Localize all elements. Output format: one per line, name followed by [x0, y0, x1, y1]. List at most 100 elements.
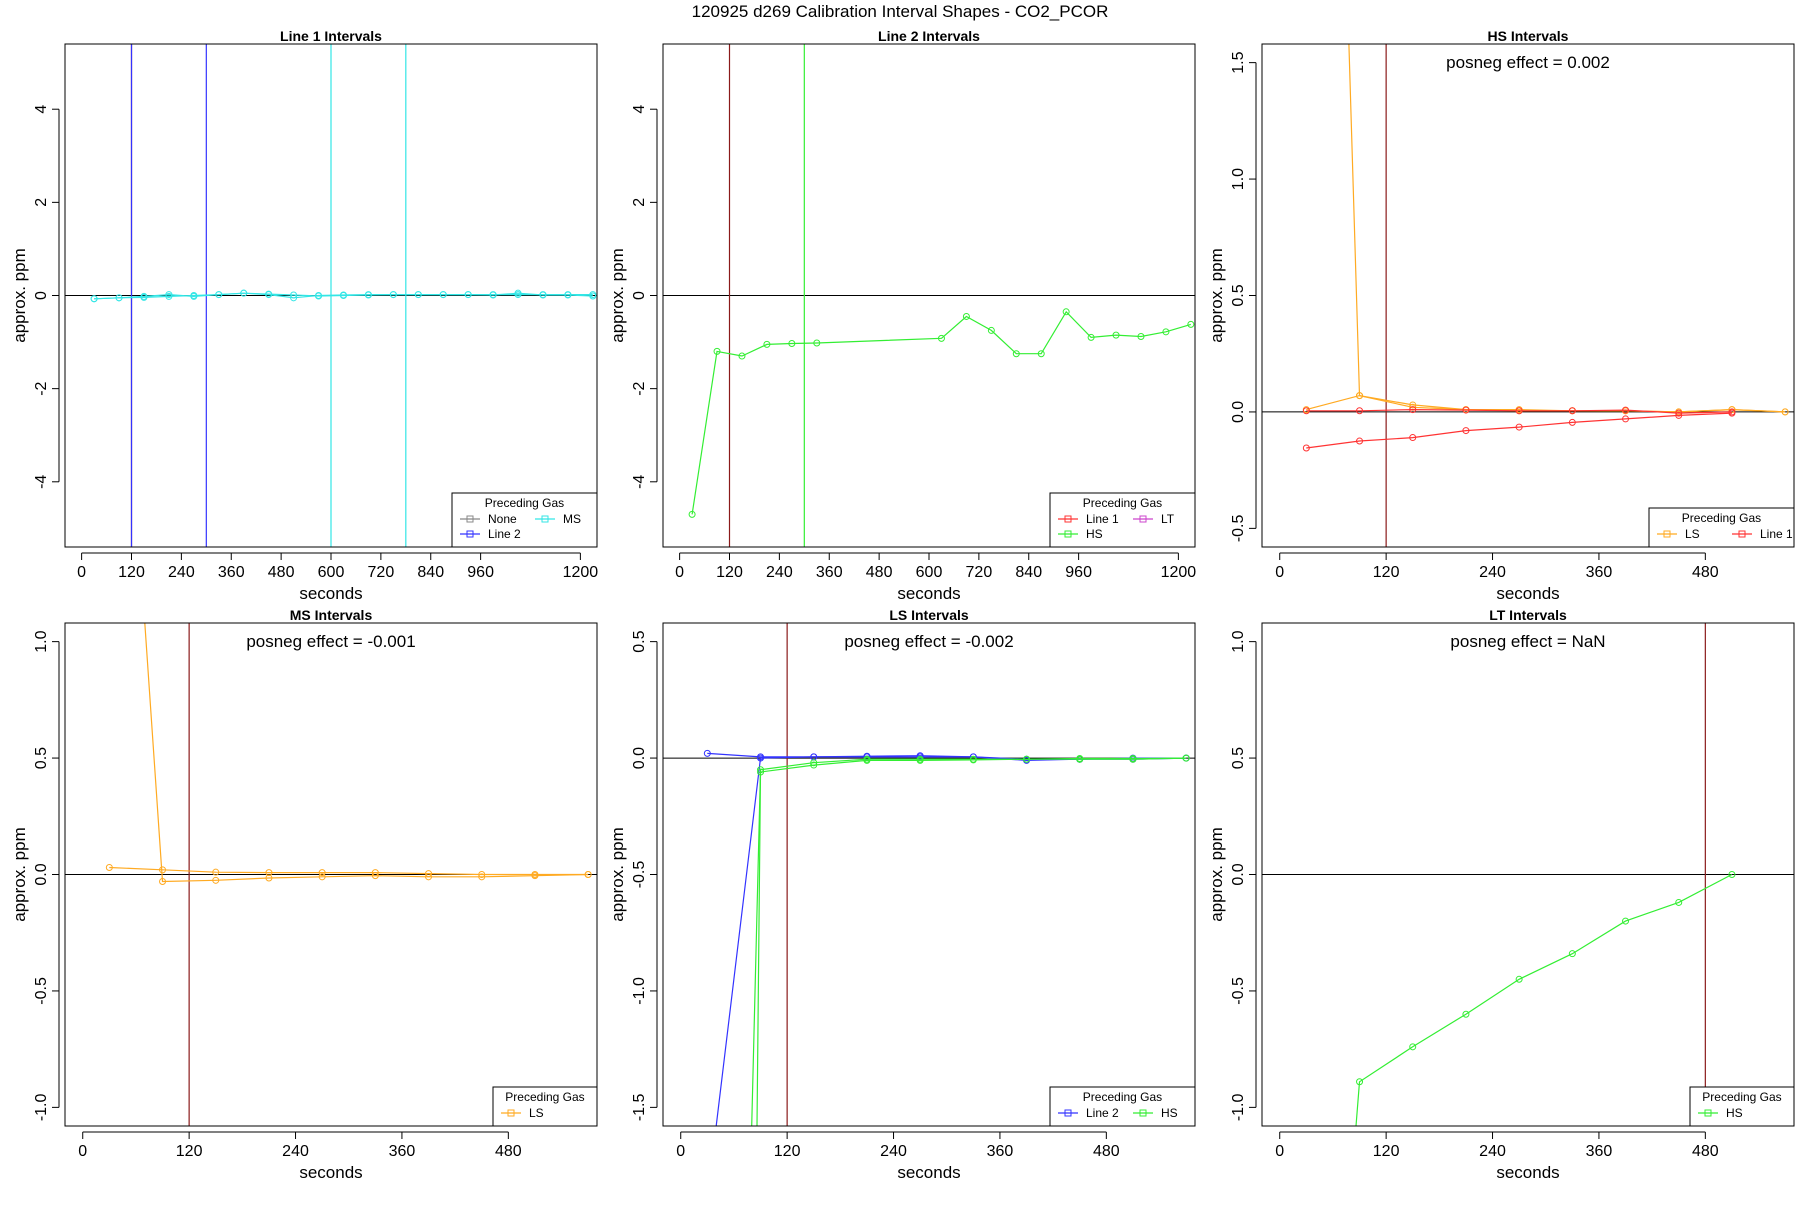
legend-item-hs: HS	[1698, 1106, 1743, 1120]
x-tick-label: 600	[916, 564, 943, 581]
legend-item-line-1: Line 1	[1732, 527, 1793, 541]
data-point	[115, 294, 123, 302]
data-point	[240, 289, 248, 297]
data-point	[757, 754, 765, 762]
data-point	[1302, 407, 1310, 415]
data-point	[315, 292, 323, 299]
y-tick-label: -1.0	[33, 1093, 50, 1121]
data-point	[478, 871, 486, 878]
x-tick-label: 360	[1586, 564, 1613, 581]
legend-item-hs: HS	[1058, 527, 1103, 541]
series-line-1	[1302, 406, 1736, 417]
legend-title: Preceding Gas	[485, 496, 564, 510]
legend-box	[1049, 492, 1196, 548]
y-axis-label: approx. ppm	[1207, 248, 1226, 343]
data-point	[265, 874, 273, 882]
data-point	[439, 291, 447, 299]
legend-swatch-square	[1738, 530, 1746, 538]
y-axis-label: approx. ppm	[608, 248, 627, 343]
posneg-annotation: posneg effect = -0.002	[844, 632, 1013, 651]
data-point	[969, 756, 977, 764]
data-point	[1087, 333, 1095, 341]
data-point	[1568, 418, 1576, 426]
legend-label: MS	[563, 512, 581, 526]
x-tick-label: 480	[268, 564, 295, 581]
x-tick-label: 720	[966, 564, 993, 581]
x-axis: 0 120 240 360 480 600 720 840 960 1200	[77, 552, 599, 581]
data-point	[1409, 403, 1417, 411]
data-point	[1356, 407, 1364, 415]
legend-swatch-square	[1704, 1109, 1712, 1117]
y-tick-label: -2	[33, 381, 50, 395]
panel-lt-intervals: LT Intervals 0 120 240 360 480 seconds -1.0 -0.5…	[1207, 607, 1795, 1182]
x-tick-label: 120	[1373, 564, 1400, 581]
legend-box	[1689, 1086, 1795, 1127]
x-tick-label: 960	[467, 564, 494, 581]
data-point	[1076, 755, 1084, 763]
series-line	[691, 310, 1191, 515]
y-axis: -0.5 0.0 0.5 1.0 1.5	[1230, 51, 1257, 542]
legend-item-hs: HS	[1133, 1106, 1178, 1120]
legend-item-line-1: Line 1	[1058, 512, 1119, 526]
series-ls	[1348, 44, 1789, 416]
x-tick-label: 480	[1093, 1143, 1120, 1160]
data-point	[757, 768, 765, 776]
data-point	[1462, 1010, 1470, 1018]
x-tick-label: 0	[675, 564, 684, 581]
x-tick-label: 240	[1479, 1143, 1506, 1160]
data-point	[190, 292, 198, 300]
y-tick-label: -0.5	[33, 977, 50, 1005]
data-point	[1675, 898, 1683, 906]
y-axis-label: approx. ppm	[1207, 827, 1226, 922]
data-point	[937, 334, 945, 342]
x-tick-label: 0	[676, 1143, 685, 1160]
legend-swatch-square	[1139, 1109, 1147, 1117]
plot-area	[663, 623, 1195, 1126]
x-tick-label: 0	[1275, 1143, 1284, 1160]
legend-swatch-square	[541, 515, 549, 523]
data-point	[1462, 406, 1470, 414]
x-tick-label: 1200	[563, 564, 599, 581]
data-point	[1409, 434, 1417, 442]
y-tick-label: 0.5	[1230, 284, 1247, 306]
series-line	[1355, 873, 1733, 1126]
panel-title: Line 2 Intervals	[878, 28, 980, 44]
data-point	[1462, 427, 1470, 435]
series-line	[94, 292, 593, 300]
data-point	[1302, 444, 1310, 452]
x-axis: 0 120 240 360 480	[1275, 1131, 1719, 1160]
y-tick-label: 1.0	[1230, 630, 1247, 652]
data-point	[318, 869, 326, 877]
data-point	[318, 873, 326, 881]
plot-area	[1262, 623, 1794, 1126]
legend: Preceding Gas Line 1HS LT	[1049, 492, 1196, 548]
series-line	[1306, 408, 1732, 414]
posneg-annotation: posneg effect = -0.001	[246, 632, 415, 651]
panel-title: HS Intervals	[1488, 28, 1569, 44]
y-tick-label: -4	[631, 475, 648, 489]
x-tick-label: 0	[78, 1143, 87, 1160]
legend-item-none: None	[460, 512, 517, 526]
y-axis: -1.0 -0.5 0.0 0.5 1.0	[33, 630, 60, 1121]
series-hs	[688, 308, 1195, 518]
series-ms	[90, 289, 597, 303]
data-point	[1129, 755, 1137, 763]
x-tick-label: 480	[1692, 1143, 1719, 1160]
y-tick-label: -2	[631, 381, 648, 395]
y-axis: -4 -2 0 2 4	[631, 105, 658, 489]
y-tick-label: -0.5	[1230, 977, 1247, 1005]
y-axis: -1.5 -1.0 -0.5 0.0 0.5	[631, 630, 658, 1121]
data-point	[1568, 950, 1576, 958]
data-point	[514, 289, 522, 297]
data-point	[1409, 1043, 1417, 1051]
x-tick-label: 840	[1015, 564, 1042, 581]
data-point	[371, 872, 379, 880]
legend-swatch-square	[466, 530, 474, 538]
legend-swatch-square	[1064, 515, 1072, 523]
x-tick-label: 360	[816, 564, 843, 581]
x-axis-label: seconds	[1496, 584, 1559, 603]
posneg-annotation: posneg effect = 0.002	[1446, 53, 1610, 72]
y-tick-label: 0.0	[631, 747, 648, 769]
